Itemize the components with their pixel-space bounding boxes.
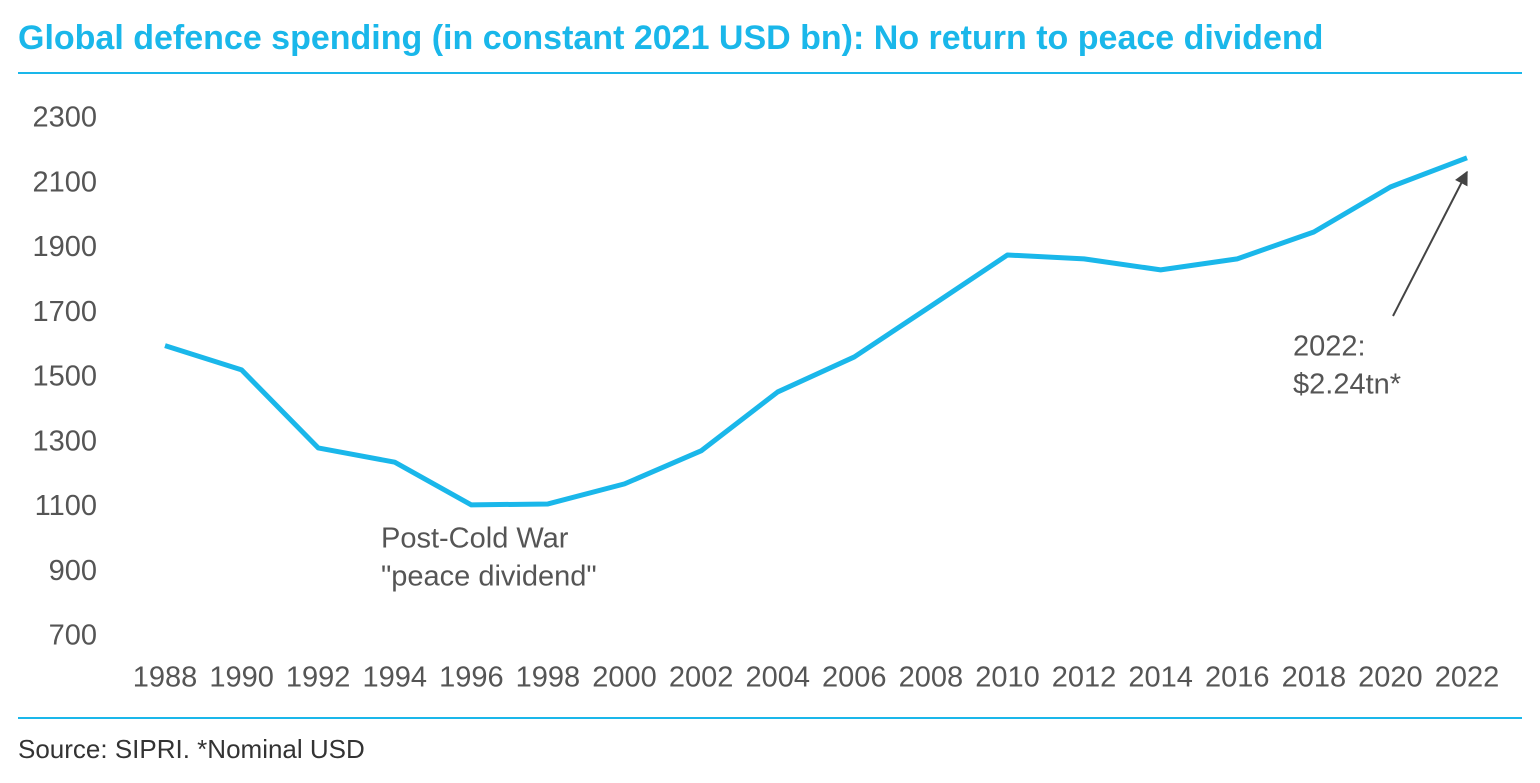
x-tick-label: 2014 — [1128, 662, 1193, 694]
y-tick-label: 2100 — [32, 166, 97, 198]
x-tick-label: 1996 — [439, 662, 504, 694]
y-tick-label: 1900 — [32, 231, 97, 263]
annotation-arrow — [1392, 170, 1468, 317]
x-tick-label: 1998 — [516, 662, 581, 694]
x-tick-label: 2018 — [1282, 662, 1347, 694]
annotation: $2.24tn* — [1293, 369, 1401, 401]
y-tick-label: 1700 — [32, 296, 97, 328]
y-tick-label: 1300 — [32, 425, 97, 457]
x-tick-label: 2002 — [669, 662, 734, 694]
x-tick-label: 2008 — [899, 662, 964, 694]
y-tick-label: 2300 — [32, 102, 97, 134]
annotation: "peace dividend" — [381, 561, 597, 593]
x-tick-label: 2022 — [1435, 662, 1500, 694]
data-line — [164, 155, 1468, 508]
y-tick-label: 900 — [49, 555, 97, 587]
x-tick-label: 2004 — [745, 662, 810, 694]
y-tick-label: 1500 — [32, 361, 97, 393]
x-tick-label: 1992 — [286, 662, 351, 694]
chart-title: Global defence spending (in constant 202… — [18, 19, 1323, 57]
x-tick-label: 2012 — [1052, 662, 1117, 694]
x-tick-label: 1990 — [209, 662, 274, 694]
x-tick-label: 1994 — [363, 662, 428, 694]
x-tick-label: 1988 — [133, 662, 198, 694]
x-tick-label: 2020 — [1358, 662, 1423, 694]
x-tick-label: 2016 — [1205, 662, 1270, 694]
y-tick-label: 1100 — [35, 490, 97, 522]
y-tick-label: 700 — [49, 620, 97, 652]
source-note: Source: SIPRI. *Nominal USD — [18, 734, 365, 764]
x-tick-label: 2010 — [975, 662, 1040, 694]
annotation: Post-Cold War — [381, 523, 569, 555]
x-tick-label: 2006 — [822, 662, 887, 694]
annotation: 2022: — [1293, 331, 1366, 363]
x-tick-label: 2000 — [592, 662, 657, 694]
